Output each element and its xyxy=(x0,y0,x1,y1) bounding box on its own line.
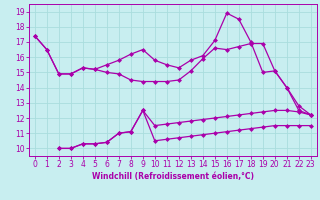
X-axis label: Windchill (Refroidissement éolien,°C): Windchill (Refroidissement éolien,°C) xyxy=(92,172,254,181)
